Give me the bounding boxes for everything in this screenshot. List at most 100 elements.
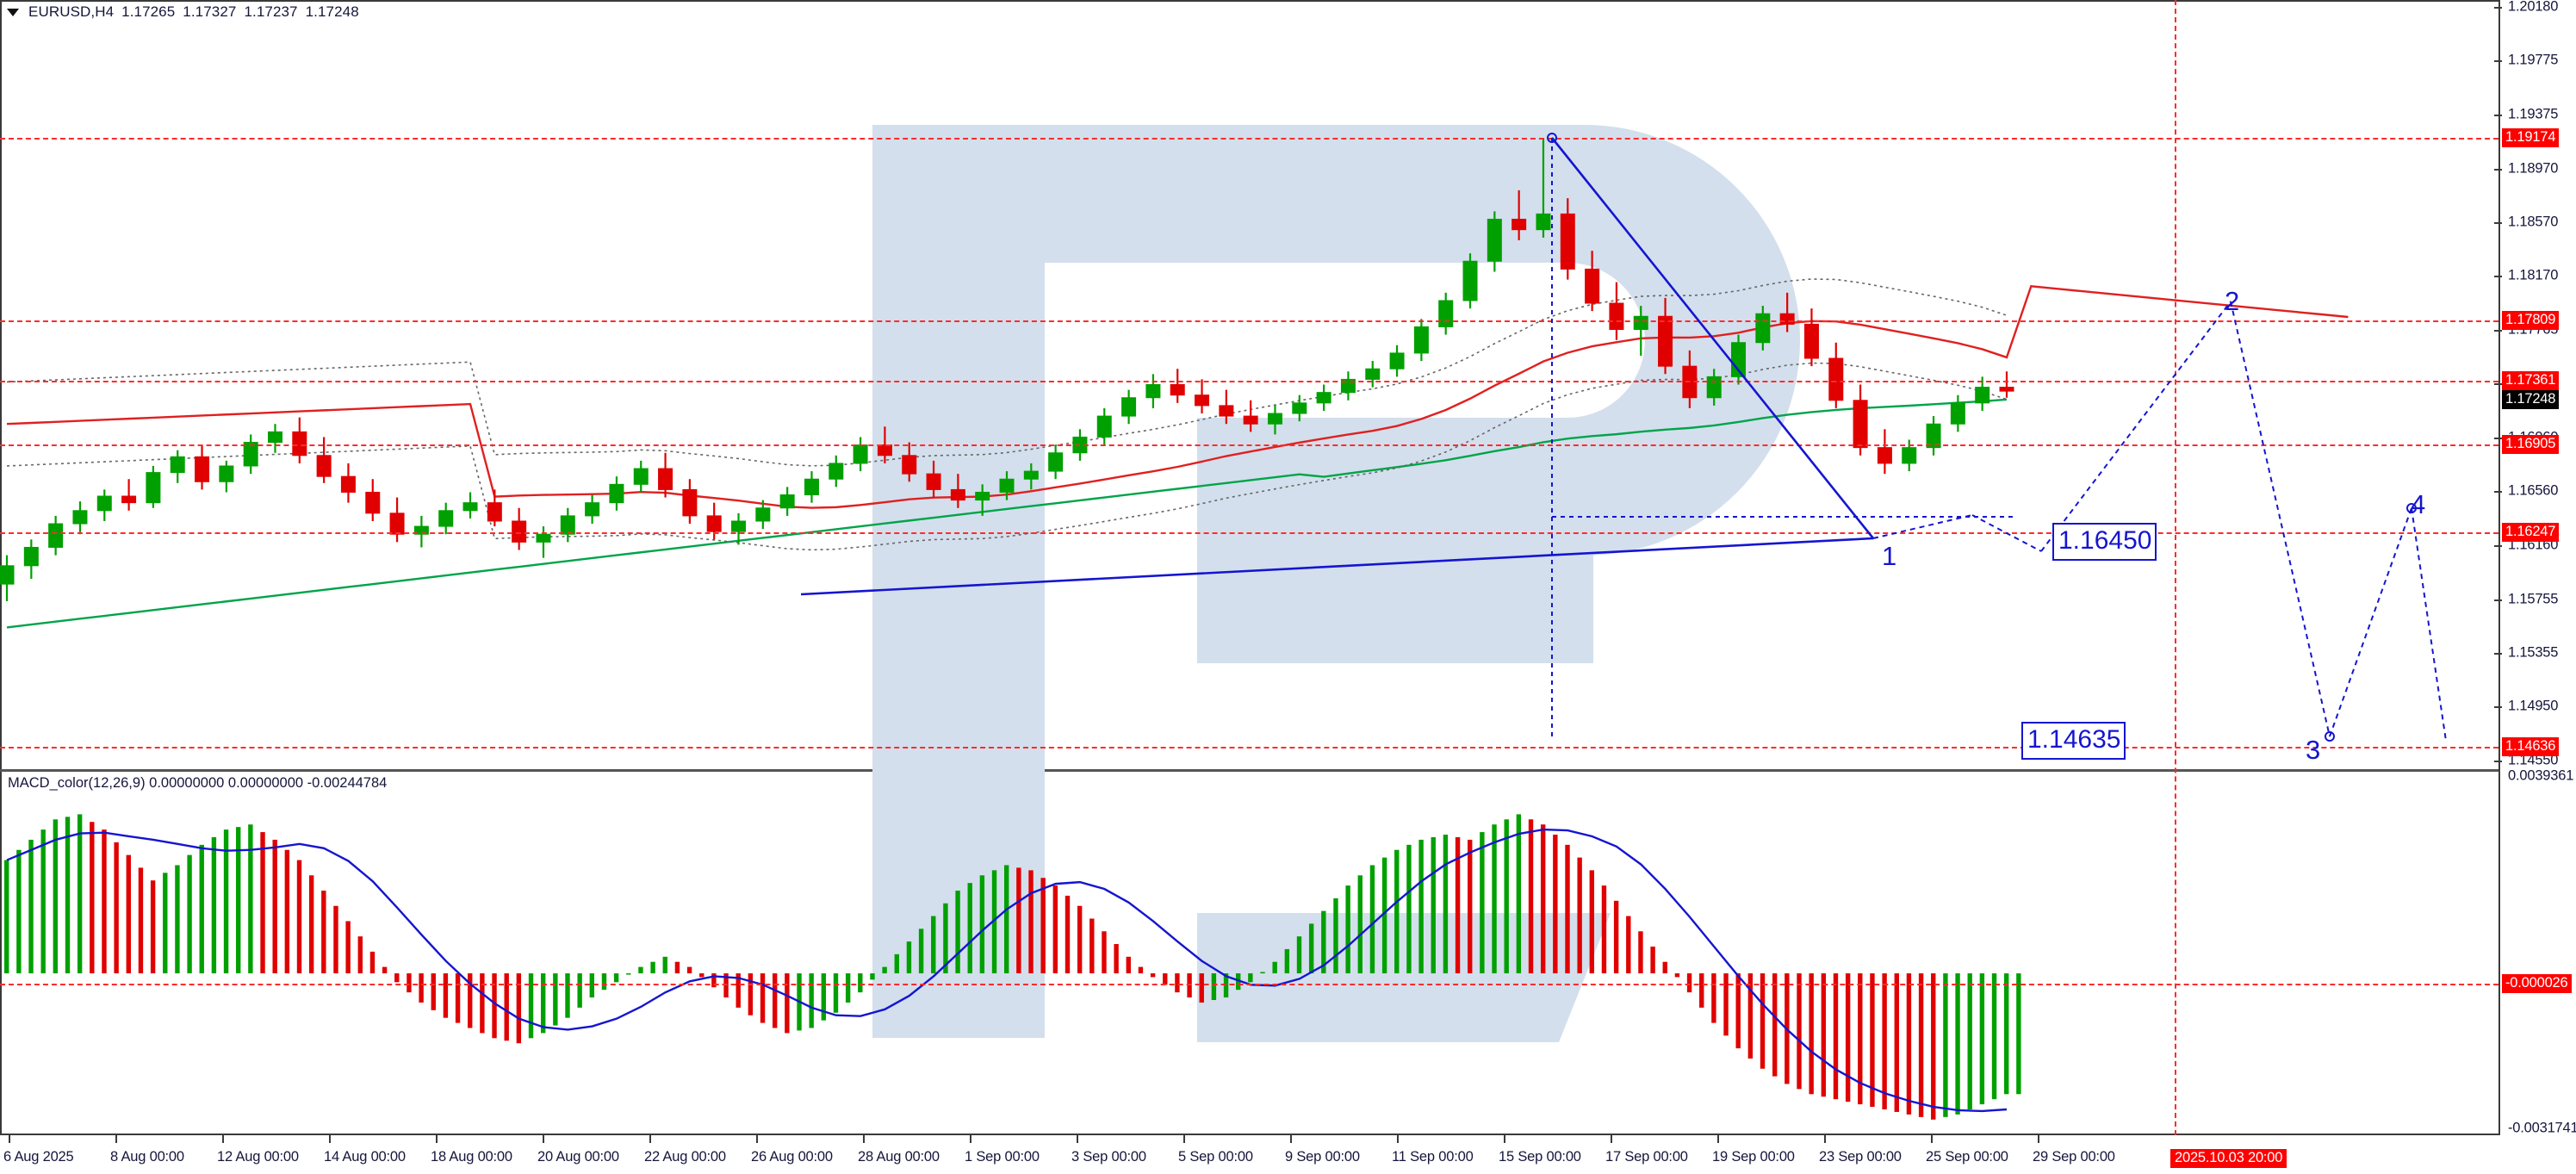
wave-label-3[interactable]: 3	[2306, 735, 2321, 765]
time-tick	[115, 1135, 117, 1143]
time-tick	[222, 1135, 224, 1143]
price-tick	[2494, 653, 2502, 655]
time-tick-label: 1 Sep 00:00	[965, 1149, 1040, 1165]
symbol-header[interactable]: EURUSD,H4 1.17265 1.17327 1.17237 1.1724…	[7, 3, 359, 22]
time-tick	[543, 1135, 544, 1143]
time-tick-label: 11 Sep 00:00	[1392, 1149, 1474, 1165]
price-tick	[2494, 599, 2502, 601]
time-tick	[1611, 1135, 1612, 1143]
price-level-line	[0, 138, 2498, 140]
quote-low: 1.17237	[244, 3, 298, 20]
price-tag[interactable]: 1.17361	[2502, 371, 2560, 390]
time-tick-label: 12 Aug 00:00	[217, 1149, 299, 1165]
chart-bottom-border	[0, 1134, 2500, 1135]
price-tick	[2494, 330, 2502, 332]
price-tick	[2494, 60, 2502, 62]
price-tick-label: 1.20180	[2508, 0, 2559, 15]
time-tick	[1290, 1135, 1292, 1143]
price-tick	[2494, 115, 2502, 116]
time-tick	[436, 1135, 438, 1143]
time-tick-label: 3 Sep 00:00	[1071, 1149, 1146, 1165]
macd-tick-label: -0.0031741	[2508, 1120, 2576, 1136]
price-tag[interactable]: 1.17248	[2502, 390, 2560, 409]
price-tick	[2494, 222, 2502, 224]
time-tick	[1717, 1135, 1719, 1143]
price-tick	[2494, 383, 2502, 385]
time-tick	[2038, 1135, 2039, 1143]
time-tick-label: 6 Aug 2025	[3, 1149, 74, 1165]
price-tag[interactable]: 1.19174	[2502, 128, 2560, 147]
time-tick-label: 9 Sep 00:00	[1285, 1149, 1360, 1165]
time-tick	[1824, 1135, 1826, 1143]
time-tick-label: 26 Aug 00:00	[751, 1149, 833, 1165]
price-tick	[2494, 545, 2502, 547]
panel-divider	[0, 769, 2498, 772]
time-tick-label: 14 Aug 00:00	[324, 1149, 406, 1165]
quote-open: 1.17265	[121, 3, 176, 20]
price-tick	[2494, 169, 2502, 171]
price-tick	[2494, 438, 2502, 439]
price-tick-label: 1.19775	[2508, 52, 2559, 68]
price-tick-label: 1.14550	[2508, 752, 2559, 768]
price-tick-label: 1.18570	[2508, 214, 2559, 230]
wave-label-1[interactable]: 1	[1882, 541, 1897, 571]
time-tick	[1397, 1135, 1399, 1143]
macd-histogram-layer	[4, 814, 2021, 1120]
price-tick	[2494, 276, 2502, 277]
time-tick-label: 8 Aug 00:00	[110, 1149, 184, 1165]
time-tick-label: 19 Sep 00:00	[1712, 1149, 1795, 1165]
price-tick	[2494, 706, 2502, 708]
time-tick	[1931, 1135, 1933, 1143]
price-tag[interactable]: 1.16905	[2502, 435, 2560, 454]
time-tick-label: 17 Sep 00:00	[1605, 1149, 1688, 1165]
time-tick-label: 15 Sep 00:00	[1499, 1149, 1581, 1165]
price-tick	[2494, 7, 2502, 9]
wave-label-2[interactable]: 2	[2225, 286, 2240, 316]
time-tick	[329, 1135, 331, 1143]
price-tick-label: 1.16560	[2508, 482, 2559, 499]
target-level-box[interactable]: 1.14635	[2021, 722, 2126, 760]
time-tick-label: 22 Aug 00:00	[644, 1149, 726, 1165]
time-tick-label: 28 Aug 00:00	[858, 1149, 940, 1165]
time-tick-label: 29 Sep 00:00	[2033, 1149, 2115, 1165]
price-tick	[2494, 491, 2502, 493]
support-level-box[interactable]: 1.16450	[2052, 523, 2157, 561]
price-tag[interactable]: 1.14636	[2502, 737, 2560, 756]
price-tick-label: 1.14950	[2508, 698, 2559, 714]
time-tick	[1077, 1135, 1078, 1143]
time-tick-label: 23 Sep 00:00	[1819, 1149, 1902, 1165]
chart-top-border	[0, 0, 2498, 2]
current-time-line	[2175, 0, 2176, 1135]
time-tick	[863, 1135, 865, 1143]
time-tick-label: 5 Sep 00:00	[1178, 1149, 1253, 1165]
current-time-tag[interactable]: 2025.10.03 20:00	[2170, 1149, 2287, 1168]
time-tick-label: 18 Aug 00:00	[431, 1149, 512, 1165]
triangle-down-icon[interactable]	[7, 8, 19, 16]
price-level-line	[0, 320, 2498, 322]
time-tick	[9, 1135, 10, 1143]
price-tick-label: 1.18970	[2508, 160, 2559, 177]
price-level-line	[0, 747, 2498, 749]
price-tick-label: 1.15755	[2508, 591, 2559, 607]
time-tick	[970, 1135, 971, 1143]
price-candles-layer	[0, 138, 2349, 629]
price-tag[interactable]: -0.000026	[2502, 974, 2572, 993]
macd-tick-label: 0.0039361	[2508, 767, 2574, 784]
wave-label-4[interactable]: 4	[2411, 489, 2426, 519]
price-tick-label: 1.18170	[2508, 267, 2559, 283]
price-tick-label: 1.19375	[2508, 106, 2559, 122]
price-level-line	[0, 984, 2498, 985]
price-tag[interactable]: 1.16247	[2502, 523, 2560, 542]
time-tick	[649, 1135, 651, 1143]
price-tag[interactable]: 1.17809	[2502, 311, 2560, 330]
quote-high: 1.17327	[183, 3, 237, 20]
price-tick-label: 1.15355	[2508, 644, 2559, 661]
time-tick-label: 20 Aug 00:00	[537, 1149, 619, 1165]
time-tick	[1504, 1135, 1505, 1143]
quote-close: 1.17248	[305, 3, 359, 20]
price-tick	[2494, 761, 2502, 762]
time-tick-label: 25 Sep 00:00	[1926, 1149, 2008, 1165]
symbol-label: EURUSD,H4	[28, 3, 115, 20]
price-level-line	[0, 381, 2498, 382]
